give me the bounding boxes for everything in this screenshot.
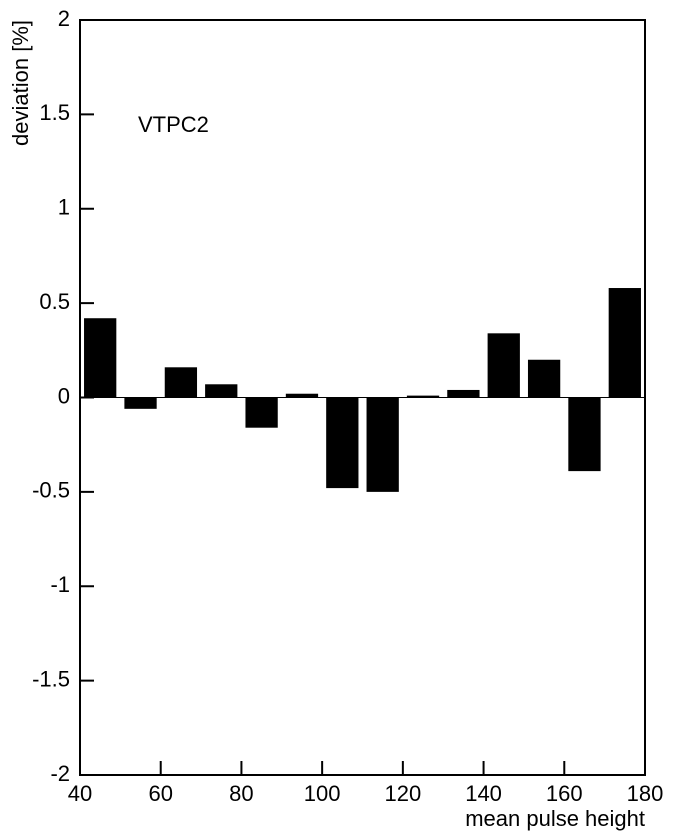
bar — [326, 397, 359, 489]
bar — [568, 397, 601, 472]
bar — [608, 288, 641, 398]
y-tick-label: 1 — [58, 195, 70, 220]
bar — [164, 367, 198, 398]
bar — [84, 318, 117, 398]
x-tick-label: 120 — [384, 781, 421, 806]
x-tick-label: 180 — [627, 781, 664, 806]
bar — [527, 359, 561, 398]
annotation: VTPC2 — [138, 112, 209, 137]
y-tick-label: 0 — [58, 383, 70, 408]
bar — [245, 397, 278, 428]
bar — [406, 395, 440, 398]
x-tick-label: 60 — [148, 781, 172, 806]
x-tick-label: 80 — [229, 781, 253, 806]
bar — [447, 389, 480, 398]
y-axis-label: deviation [%] — [8, 20, 33, 146]
bar — [487, 333, 520, 398]
y-tick-label: 2 — [58, 6, 70, 31]
y-tick-label: -1.5 — [32, 666, 70, 691]
bar — [205, 384, 238, 398]
y-tick-label: 1.5 — [39, 100, 70, 125]
y-tick-label: -2 — [50, 761, 70, 786]
x-tick-label: 40 — [68, 781, 92, 806]
x-tick-label: 160 — [546, 781, 583, 806]
x-axis-label: mean pulse height — [465, 806, 645, 831]
x-tick-label: 100 — [304, 781, 341, 806]
bar — [285, 393, 319, 398]
bar — [124, 397, 157, 409]
y-tick-label: -1 — [50, 572, 70, 597]
y-tick-label: -0.5 — [32, 478, 70, 503]
x-tick-label: 140 — [465, 781, 502, 806]
y-tick-label: 0.5 — [39, 289, 70, 314]
bar — [366, 397, 399, 492]
